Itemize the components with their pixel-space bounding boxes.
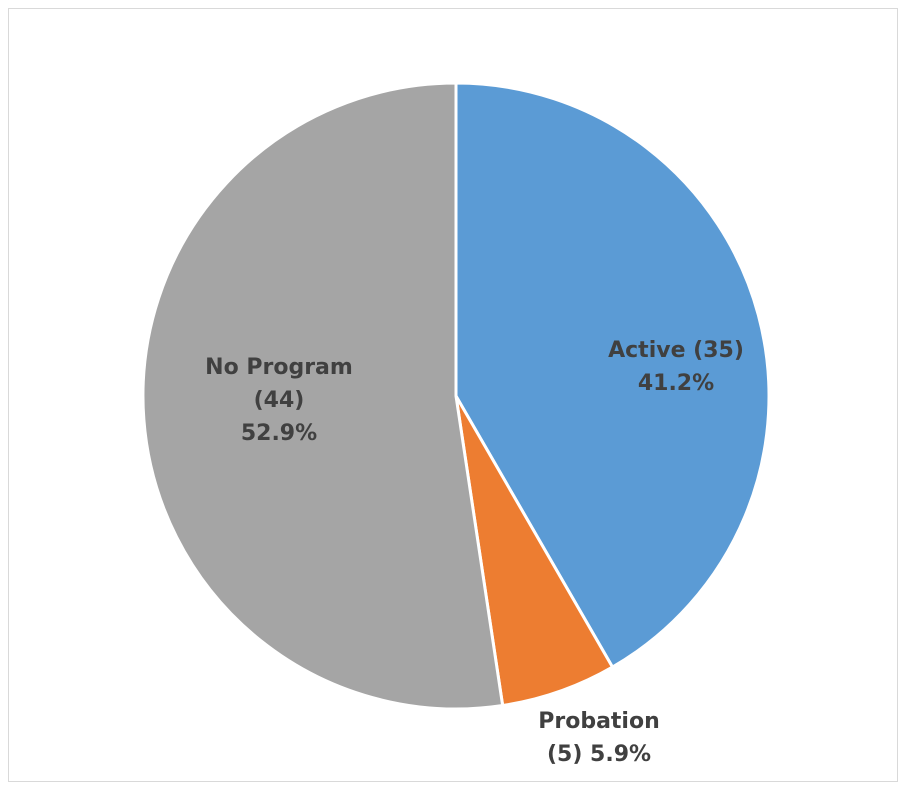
pie-slice-no-program — [141, 81, 505, 711]
data-label-line: Probation — [538, 709, 660, 734]
data-label-probation: Probation (5) 5.9% — [538, 709, 660, 767]
data-label-line: (5) 5.9% — [547, 742, 651, 767]
pie-slices — [141, 81, 771, 711]
pie-data-labels: Active (35) 41.2% Probation (5) 5.9% No Prog… — [205, 338, 744, 767]
data-label-line: 52.9% — [241, 421, 317, 446]
data-label-active: Active (35) 41.2% — [608, 338, 744, 396]
data-label-line: No Program — [205, 355, 353, 380]
data-label-no-program: No Program (44) 52.9% — [205, 355, 353, 446]
data-label-line: 41.2% — [638, 371, 714, 396]
data-label-line: (44) — [254, 388, 305, 413]
data-label-line: Active (35) — [608, 338, 744, 363]
pie-slice-active — [454, 81, 771, 669]
